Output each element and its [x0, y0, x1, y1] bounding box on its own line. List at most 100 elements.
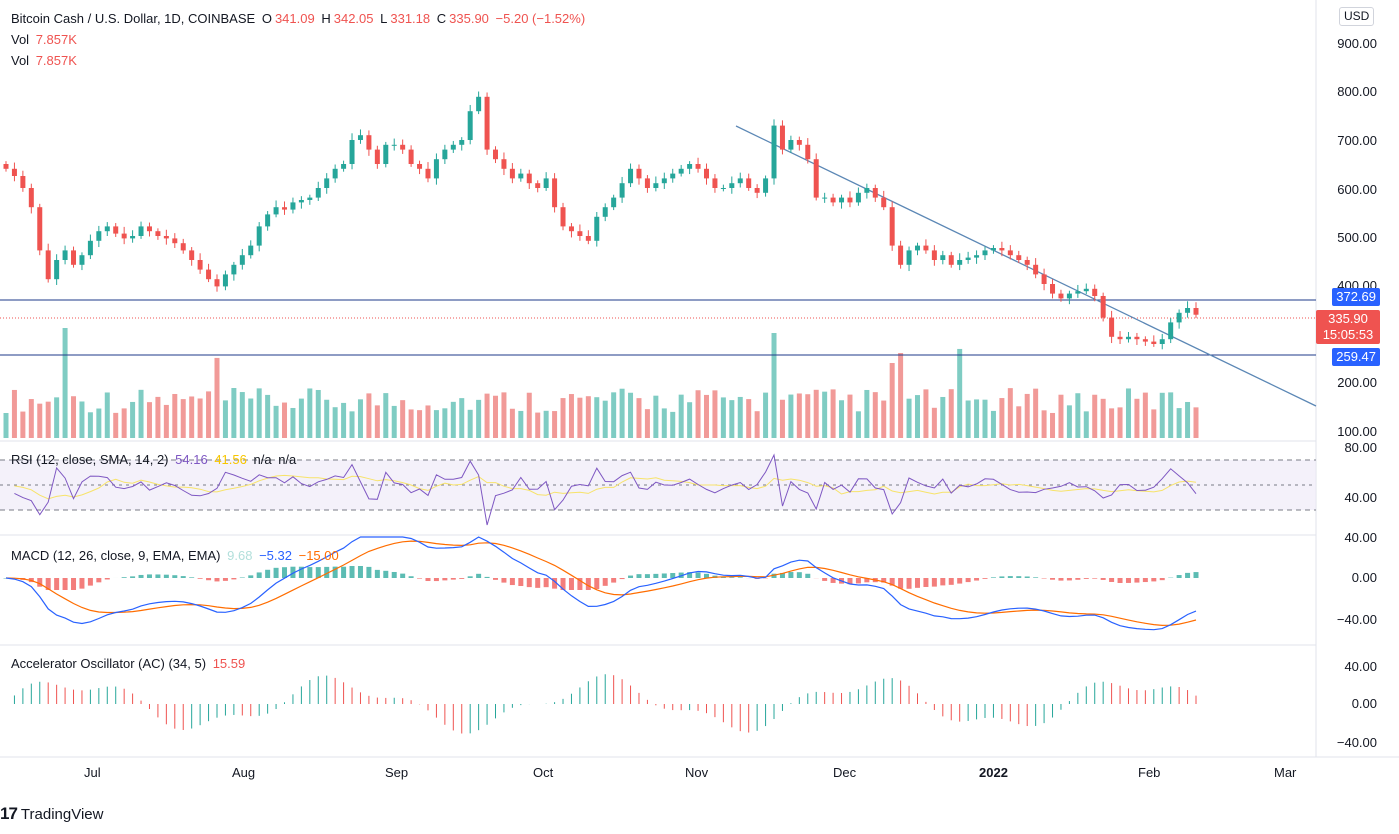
volume-bar [585, 396, 591, 438]
candle-body [459, 140, 465, 145]
currency-button[interactable]: USD [1339, 7, 1375, 26]
volume-bar [948, 389, 954, 438]
volume-bar [1007, 388, 1013, 438]
last-price-tag: 335.90 15:05:53 [1316, 310, 1380, 344]
candle-body [1142, 339, 1148, 342]
candle-body [661, 178, 667, 184]
volume-legend-1[interactable]: Vol 7.857K [11, 32, 80, 48]
macd-histogram-bar [737, 577, 743, 578]
volume-bar [779, 399, 785, 438]
macd-histogram-bar [493, 578, 499, 580]
volume-bar [602, 400, 608, 438]
volume-bar [374, 405, 380, 438]
volume-value: 7.857K [35, 53, 77, 68]
candle-body [535, 183, 541, 188]
candle-body [307, 197, 313, 200]
macd-histogram-bar [974, 578, 980, 581]
candle-body [121, 233, 127, 239]
volume-bar [197, 398, 203, 438]
macd-histogram-bar [1092, 578, 1098, 579]
volume-bar [560, 398, 566, 438]
volume-bar [1109, 408, 1115, 438]
macd-histogram-bar [130, 576, 136, 578]
volume-bar [999, 398, 1005, 438]
macd-histogram-bar [383, 570, 389, 578]
candle-body [493, 149, 499, 160]
macd-histogram-bar [788, 572, 794, 578]
volume-bar [1100, 398, 1106, 438]
volume-bar [855, 411, 861, 438]
volume-bar [248, 398, 254, 438]
macd-histogram-bar [1024, 576, 1030, 578]
macd-histogram-bar [484, 576, 490, 578]
time-tick: Dec [833, 765, 857, 780]
symbol-title[interactable]: Bitcoin Cash / U.S. Dollar, 1D, COINBASE [11, 11, 256, 26]
candle-body [484, 96, 490, 150]
macd-histogram-bar [163, 574, 169, 578]
macd-histogram-bar [670, 573, 676, 578]
candle-body [214, 279, 220, 287]
ac-legend[interactable]: Accelerator Oscillator (AC) (34, 5) 15.5… [11, 656, 248, 672]
volume-bar [1117, 407, 1123, 438]
volume-bar [847, 394, 853, 438]
candle-body [737, 178, 743, 184]
candle-body [1016, 255, 1022, 260]
macd-histogram-bar [898, 578, 904, 589]
macd-legend[interactable]: MACD (12, 26, close, 9, EMA, EMA) 9.68 −… [11, 548, 342, 564]
candle-body [754, 188, 760, 193]
candle-body [982, 250, 988, 256]
macd-histogram-bar [1193, 572, 1199, 578]
volume-bar [459, 398, 465, 438]
macd-histogram-bar [923, 578, 929, 587]
macd-histogram-bar [433, 578, 439, 582]
macd-histogram-bar [298, 566, 304, 578]
candle-body [990, 248, 996, 251]
volume-bar [805, 394, 811, 438]
volume-bar [813, 389, 819, 438]
volume-bar [822, 391, 828, 438]
candle-body [999, 248, 1005, 251]
macd-histogram-bar [1134, 578, 1140, 583]
macd-histogram-bar [948, 578, 954, 585]
volume-legend-2[interactable]: Vol 7.857K [11, 53, 80, 69]
volume-bar [96, 408, 102, 438]
tradingview-logo[interactable]: 17 TradingView [0, 804, 103, 824]
macd-histogram-bar [400, 573, 406, 578]
volume-bar [594, 397, 600, 438]
candle-body [678, 168, 684, 174]
candle-body [805, 144, 811, 160]
volume-bar [476, 399, 482, 438]
volume-bar [1193, 407, 1199, 438]
volume-bar [104, 392, 110, 438]
macd-histogram-bar [687, 572, 693, 578]
macd-histogram-bar [155, 574, 161, 578]
candle-body [476, 96, 482, 112]
rsi-legend[interactable]: RSI (12, close, SMA, 14, 2) 54.16 41.56 … [11, 452, 299, 468]
volume-bar [341, 402, 347, 438]
volume-bar [729, 400, 735, 438]
macd-histogram-bar [957, 578, 963, 584]
candle-body [450, 144, 456, 150]
candle-body [146, 226, 152, 232]
candle-body [1092, 288, 1098, 296]
macd-histogram-value: 9.68 [227, 548, 253, 563]
rsi-na-1: n/a [253, 452, 272, 467]
volume-bar [442, 408, 448, 438]
volume-bar [383, 393, 389, 438]
volume-bar [298, 398, 304, 438]
macd-histogram-bar [1007, 576, 1013, 578]
macd-histogram-bar [54, 578, 60, 590]
candle-body [357, 135, 363, 140]
candle-body [923, 245, 929, 251]
macd-histogram-bar [332, 566, 338, 578]
volume-bar [746, 399, 752, 438]
volume-bar [568, 394, 574, 438]
candle-body [54, 260, 60, 280]
volume-bar [788, 394, 794, 438]
candle-body [1033, 264, 1039, 275]
high-label: H [321, 11, 331, 26]
macd-histogram-bar [366, 566, 372, 578]
macd-histogram-bar [771, 573, 777, 578]
